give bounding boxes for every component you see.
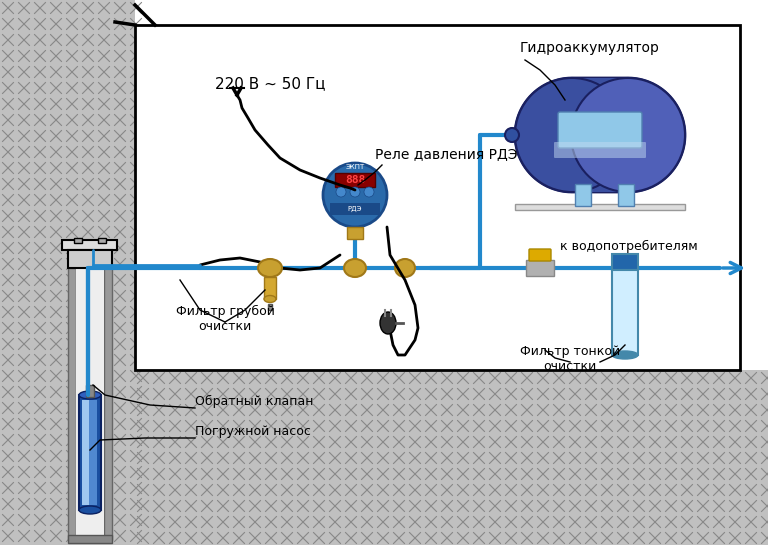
Ellipse shape xyxy=(515,78,629,192)
Bar xyxy=(62,240,117,250)
Bar xyxy=(98,238,106,243)
Ellipse shape xyxy=(395,259,415,277)
Bar xyxy=(618,184,634,206)
Bar xyxy=(79,395,101,510)
FancyBboxPatch shape xyxy=(529,249,551,261)
Bar xyxy=(515,204,685,210)
Bar xyxy=(335,173,375,187)
Text: ЭКПТ: ЭКПТ xyxy=(346,164,365,170)
Text: Погружной насос: Погружной насос xyxy=(195,425,311,438)
Text: Фильтр тонкой
очистки: Фильтр тонкой очистки xyxy=(520,345,620,373)
Bar xyxy=(135,370,768,545)
Bar xyxy=(612,270,638,355)
FancyBboxPatch shape xyxy=(558,112,642,148)
Bar xyxy=(76,268,104,540)
Bar xyxy=(347,227,363,239)
Text: к водопотребителям: к водопотребителям xyxy=(560,240,698,253)
Text: Обратный клапан: Обратный клапан xyxy=(195,395,313,408)
Ellipse shape xyxy=(612,351,638,359)
Ellipse shape xyxy=(571,78,685,192)
Text: 220 В ~ 50 Гц: 220 В ~ 50 Гц xyxy=(215,76,326,91)
Ellipse shape xyxy=(323,163,387,227)
Ellipse shape xyxy=(79,391,101,399)
Ellipse shape xyxy=(344,259,366,277)
Bar xyxy=(104,268,112,540)
Bar xyxy=(612,254,638,270)
Ellipse shape xyxy=(505,128,519,142)
Bar xyxy=(330,203,380,215)
Bar xyxy=(572,78,628,192)
Text: 888: 888 xyxy=(345,175,365,185)
Ellipse shape xyxy=(79,506,101,514)
Text: Реле давления РДЭ: Реле давления РДЭ xyxy=(375,147,518,161)
Text: РДЭ: РДЭ xyxy=(348,206,362,212)
Bar xyxy=(68,250,112,268)
Text: Гидроаккумулятор: Гидроаккумулятор xyxy=(520,41,660,55)
Bar xyxy=(575,184,591,206)
Bar xyxy=(135,25,740,370)
FancyBboxPatch shape xyxy=(554,142,646,158)
Ellipse shape xyxy=(258,259,282,277)
Bar xyxy=(526,260,554,276)
Circle shape xyxy=(364,187,374,197)
Bar xyxy=(74,238,82,243)
Bar xyxy=(264,277,276,299)
Bar xyxy=(68,268,76,540)
Bar xyxy=(68,535,112,543)
Text: Фильтр грубой
очистки: Фильтр грубой очистки xyxy=(176,305,274,333)
Polygon shape xyxy=(515,78,685,192)
Circle shape xyxy=(350,187,360,197)
Bar xyxy=(86,385,94,397)
Ellipse shape xyxy=(264,295,276,302)
Bar xyxy=(268,304,272,310)
Circle shape xyxy=(336,187,346,197)
Bar xyxy=(82,400,89,505)
Ellipse shape xyxy=(380,312,396,334)
Bar xyxy=(0,0,135,545)
Bar xyxy=(89,400,97,505)
